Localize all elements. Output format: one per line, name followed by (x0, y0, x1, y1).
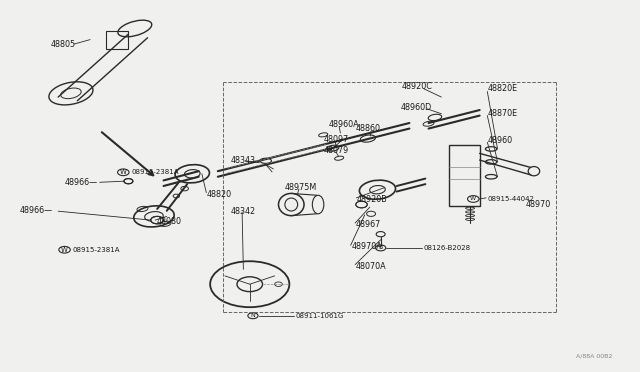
Text: 48070A: 48070A (356, 262, 387, 270)
Text: 48920C: 48920C (402, 82, 433, 91)
Text: 48970: 48970 (525, 200, 551, 209)
Text: W: W (470, 196, 476, 202)
Text: 48966—: 48966— (65, 178, 98, 187)
Bar (449, 145, 479, 206)
Text: 48970A: 48970A (352, 242, 383, 251)
Text: 48097: 48097 (323, 135, 348, 144)
Text: W: W (120, 169, 127, 175)
Text: 48079: 48079 (323, 146, 348, 155)
Text: 08126-B2028: 08126-B2028 (424, 245, 470, 251)
Text: 08915-2381A: 08915-2381A (132, 169, 179, 175)
Bar (106, 31, 129, 49)
Text: W: W (61, 247, 68, 253)
Text: 48870E: 48870E (488, 109, 518, 118)
Text: A/88A 00B2: A/88A 00B2 (576, 354, 612, 359)
Text: N: N (251, 313, 255, 318)
Text: 48860: 48860 (356, 124, 381, 133)
Text: 48342: 48342 (230, 208, 256, 217)
Text: 48820: 48820 (206, 190, 232, 199)
Text: 08911-1061G: 08911-1061G (296, 313, 344, 319)
Text: 08915-44042: 08915-44042 (487, 196, 534, 202)
Text: 48975M: 48975M (285, 183, 317, 192)
Text: 48820E: 48820E (488, 84, 518, 93)
Text: 48805: 48805 (51, 39, 76, 49)
Text: 48960A: 48960A (328, 121, 359, 129)
Text: 48343: 48343 (230, 156, 255, 165)
Text: 08915-2381A: 08915-2381A (73, 247, 120, 253)
Text: 48960D: 48960D (401, 103, 432, 112)
Text: 48966—: 48966— (20, 206, 53, 215)
Circle shape (124, 179, 133, 184)
Text: 48080: 48080 (157, 217, 182, 226)
Text: B: B (378, 246, 383, 250)
Circle shape (151, 217, 164, 224)
Text: 48960: 48960 (488, 136, 513, 145)
Circle shape (356, 201, 367, 208)
Text: 48920B: 48920B (357, 195, 388, 204)
Text: 48967: 48967 (356, 220, 381, 229)
